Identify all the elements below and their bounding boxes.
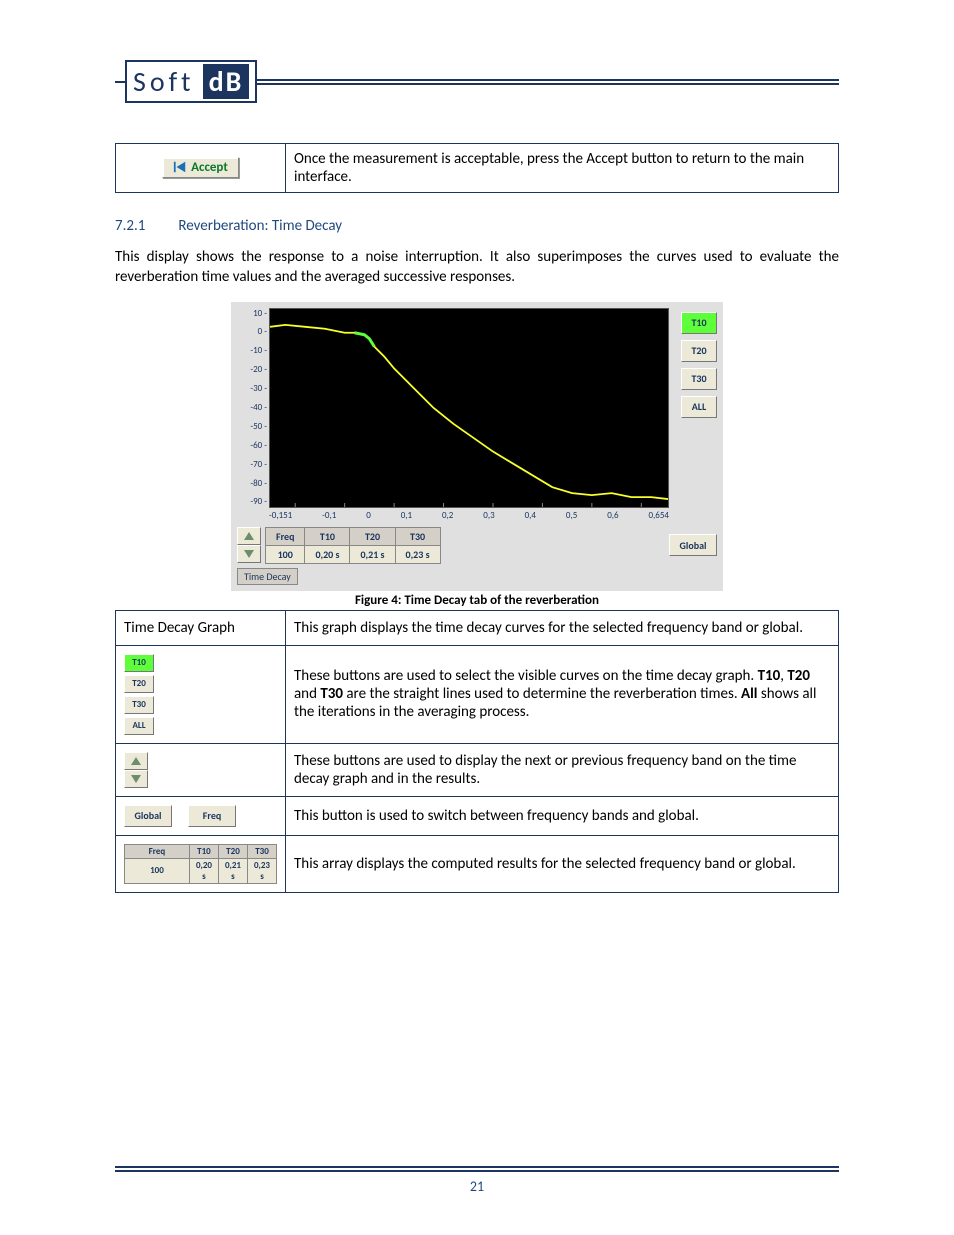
accept-rewind-icon	[173, 160, 187, 174]
x-tick: 0,6	[607, 510, 618, 521]
y-tick: -80 -	[237, 478, 267, 489]
freq-down-button[interactable]	[124, 770, 148, 788]
t: and	[294, 685, 320, 703]
freq-button[interactable]: Freq	[188, 805, 236, 827]
intro-paragraph: This display shows the response to a noi…	[115, 247, 839, 288]
figure-time-decay: 10 - 0 - -10 - -20 - -30 - -40 - -50 - -60 - -70…	[115, 302, 839, 608]
desc-row5-text: This array displays the computed results…	[286, 835, 839, 892]
t: All	[741, 685, 757, 703]
accept-description: Once the measurement is acceptable, pres…	[286, 144, 839, 193]
y-tick: -20 -	[237, 364, 267, 375]
result-header: T10	[189, 844, 218, 858]
freq-up-button[interactable]	[237, 527, 261, 545]
t30-select-button[interactable]: T30	[681, 368, 717, 390]
result-header: Freq	[125, 844, 190, 858]
all-select-button[interactable]: ALL	[681, 396, 717, 418]
curve-select-buttons: T10 T20 T30 ALL	[681, 308, 717, 508]
t30-select-button[interactable]: T30	[124, 696, 154, 714]
desc-row4-text: This button is used to switch between fr…	[286, 796, 839, 835]
tab-time-decay[interactable]: Time Decay	[237, 568, 298, 585]
result-cell: 100	[266, 545, 305, 563]
desc-row3-arrows	[124, 752, 277, 788]
header-logo-bar: Soft dB	[115, 60, 839, 103]
y-tick: -50 -	[237, 421, 267, 432]
logo: Soft dB	[125, 60, 257, 103]
time-decay-panel: 10 - 0 - -10 - -20 - -30 - -40 - -50 - -60 - -70…	[231, 302, 723, 591]
result-table: FreqT10T20T30 1000,20 s0,21 s0,23 s	[265, 527, 441, 564]
y-tick: 0 -	[237, 326, 267, 337]
result-cell: 0,21 s	[218, 858, 247, 883]
figure-caption: Figure 4: Time Decay tab of the reverber…	[115, 593, 839, 608]
x-tick: 0,3	[483, 510, 494, 521]
result-cell: 100	[125, 858, 190, 883]
header-rule-lead	[115, 81, 125, 83]
y-tick: -90 -	[237, 496, 267, 507]
global-button[interactable]: Global	[124, 805, 172, 827]
result-header: T30	[395, 527, 440, 545]
page-number: 21	[470, 1178, 484, 1195]
result-cell: 0,23 s	[395, 545, 440, 563]
x-tick: 0	[366, 510, 371, 521]
desc-row1-text: This graph displays the time decay curve…	[286, 610, 839, 645]
header-rule-trail	[257, 79, 839, 85]
t20-select-button[interactable]: T20	[124, 675, 154, 693]
section-number: 7.2.1	[115, 217, 175, 235]
freq-up-button[interactable]	[124, 752, 148, 770]
x-tick: 0,4	[525, 510, 536, 521]
result-header: T30	[247, 844, 276, 858]
chart-y-axis: 10 - 0 - -10 - -20 - -30 - -40 - -50 - -60 - -70…	[237, 308, 269, 508]
result-header: T20	[350, 527, 395, 545]
x-tick: 0,2	[442, 510, 453, 521]
y-tick: 10 -	[237, 308, 267, 319]
y-tick: -30 -	[237, 383, 267, 394]
result-cell: 0,20 s	[305, 545, 350, 563]
y-tick: -70 -	[237, 459, 267, 470]
x-tick: 0,5	[566, 510, 577, 521]
accept-button[interactable]: Accept	[162, 157, 239, 178]
desc-row1-label: Time Decay Graph	[116, 610, 286, 645]
x-tick: -0,151	[269, 510, 292, 521]
y-tick: -10 -	[237, 345, 267, 356]
t: These buttons are used to select the vis…	[294, 667, 758, 685]
t: are the straight lines used to determine…	[343, 685, 741, 703]
y-tick: -60 -	[237, 440, 267, 451]
accept-button-label: Accept	[191, 160, 228, 175]
t: T30	[320, 685, 343, 703]
x-tick: 0,654	[648, 510, 669, 521]
chart-x-axis: -0,151 -0,1 0 0,1 0,2 0,3 0,4 0,5 0,6 0,654	[269, 508, 669, 521]
logo-db: dB	[203, 64, 250, 99]
t: T10	[758, 667, 781, 685]
t10-select-button[interactable]: T10	[124, 654, 154, 672]
accept-table: Accept Once the measurement is acceptabl…	[115, 143, 839, 193]
desc-row2-buttons: T10 T20 T30 ALL	[124, 654, 277, 735]
time-decay-plot	[269, 308, 669, 508]
result-cell: 0,23 s	[247, 858, 276, 883]
result-cell: 0,21 s	[350, 545, 395, 563]
desc-row3-text: These buttons are used to display the ne…	[286, 743, 839, 796]
result-header: T20	[218, 844, 247, 858]
desc-row2-text: These buttons are used to select the vis…	[286, 645, 839, 743]
global-button[interactable]: Global	[669, 534, 717, 556]
freq-down-button[interactable]	[237, 545, 261, 563]
x-tick: 0,1	[401, 510, 412, 521]
description-table: Time Decay Graph This graph displays the…	[115, 610, 839, 893]
t: T20	[787, 667, 810, 685]
freq-nav-arrows	[237, 527, 261, 563]
t20-select-button[interactable]: T20	[681, 340, 717, 362]
page-footer: 21	[115, 1166, 839, 1195]
desc-row5-mini-table: FreqT10T20T30 1000,20 s0,21 s0,23 s	[124, 844, 277, 884]
t10-select-button[interactable]: T10	[681, 312, 717, 334]
result-cell: 0,20 s	[189, 858, 218, 883]
section-title: Reverberation: Time Decay	[178, 217, 342, 235]
all-select-button[interactable]: ALL	[124, 717, 154, 735]
result-header: T10	[305, 527, 350, 545]
logo-soft: Soft	[133, 64, 195, 99]
y-tick: -40 -	[237, 402, 267, 413]
section-heading: 7.2.1 Reverberation: Time Decay	[115, 217, 839, 235]
result-header: Freq	[266, 527, 305, 545]
x-tick: -0,1	[322, 510, 336, 521]
